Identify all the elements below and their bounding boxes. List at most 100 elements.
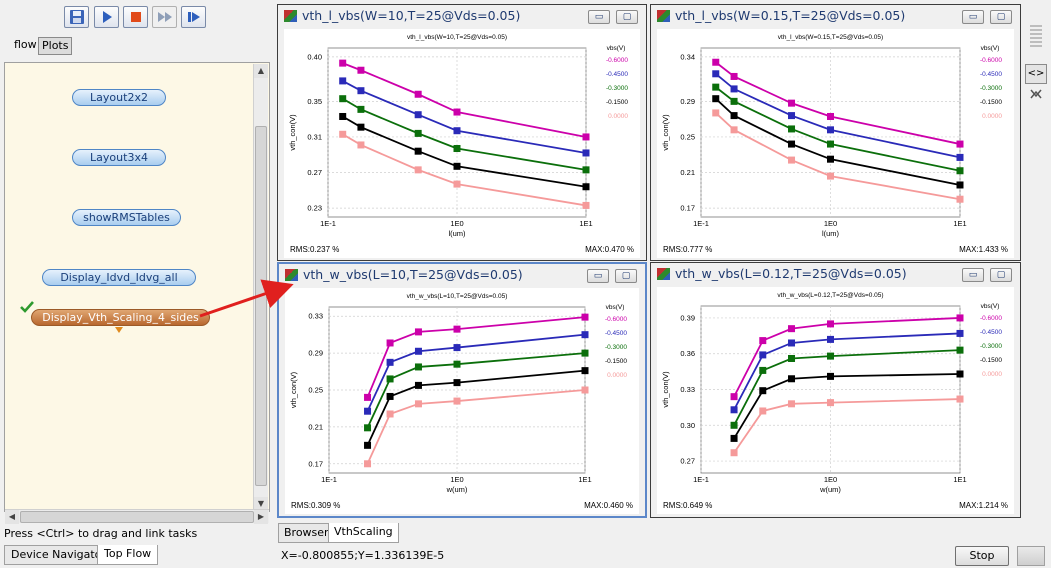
legend-entry: -0.1500 [980, 99, 1002, 106]
legend-entry: -0.3000 [980, 343, 1002, 350]
save-button[interactable] [64, 6, 89, 28]
chart-area[interactable]: vth_l_vbs(W=10,T=25@Vds=0.05) 0.23 0.27 0.3… [284, 29, 640, 258]
data-point [581, 349, 589, 357]
data-point [581, 367, 589, 375]
legend-title: vbs(V) [606, 304, 625, 311]
maximize-button[interactable]: ▢ [616, 10, 638, 24]
max-value: MAX:1.433 % [959, 245, 1008, 254]
y-axis-label: vth_con(V) [661, 371, 670, 408]
scroll-right-icon[interactable]: ▶ [254, 510, 268, 524]
data-point [730, 393, 738, 401]
x-axis-label: l(um) [822, 229, 840, 238]
plot-window-2[interactable]: vth_l_vbs(W=0.15,T=25@Vds=0.05) ▭ ▢ vth_l… [650, 4, 1021, 261]
flow-panel: flow Plots Layout2x2 Layout3x4 showRMSTa… [0, 0, 272, 568]
data-point [581, 313, 589, 321]
legend-title: vbs(V) [607, 45, 626, 52]
window-title-bar[interactable]: vth_l_vbs(W=10,T=25@Vds=0.05) ▭ ▢ [278, 5, 646, 27]
stop-button-bottom[interactable]: Stop [955, 546, 1009, 566]
series-line [342, 62, 587, 138]
y-tick-label: 0.29 [308, 349, 323, 358]
scroll-down-icon[interactable]: ▼ [254, 497, 268, 511]
series-line [733, 373, 961, 439]
x-axis-label: w(um) [819, 485, 841, 494]
chart-title: vth_l_vbs(W=0.15,T=25@Vds=0.05) [778, 34, 883, 41]
y-tick-label: 0.40 [307, 52, 322, 61]
tab-device-navigator[interactable]: Device Navigator [4, 545, 113, 565]
fast-forward-button[interactable] [152, 6, 177, 28]
horizontal-scrollbar[interactable]: ◀ ▶ [5, 509, 269, 524]
window-title-bar[interactable]: vth_w_vbs(L=0.12,T=25@Vds=0.05) ▭ ▢ [651, 263, 1020, 285]
scroll-thumb[interactable] [255, 126, 267, 486]
data-point [956, 370, 964, 378]
window-title-bar[interactable]: vth_w_vbs(L=10,T=25@Vds=0.05) ▭ ▢ [279, 264, 645, 286]
data-point [339, 77, 347, 85]
data-point [386, 410, 394, 418]
plot-window-4[interactable]: vth_w_vbs(L=0.12,T=25@Vds=0.05) ▭ ▢ vth_w… [650, 262, 1021, 518]
data-point [730, 85, 738, 93]
tab-top-flow[interactable]: Top Flow [97, 545, 159, 565]
tab-browser[interactable]: Browser [278, 523, 335, 543]
chart-area[interactable]: vth_l_vbs(W=0.15,T=25@Vds=0.05) 0.17 0.21 0… [657, 29, 1014, 258]
tab-flow[interactable]: flow [14, 38, 37, 51]
chevron-down-icon[interactable] [1029, 86, 1043, 100]
legend-entry: -0.6000 [605, 316, 627, 323]
scroll-up-icon[interactable]: ▲ [254, 64, 268, 78]
grip-icon[interactable] [1029, 22, 1043, 58]
stop-button[interactable] [123, 6, 148, 28]
rms-value: RMS:0.649 % [663, 501, 712, 510]
data-point [956, 153, 964, 161]
vertical-scrollbar[interactable]: ▲ ▼ [253, 64, 268, 511]
x-tick-label: 1E1 [953, 475, 966, 484]
data-point [730, 112, 738, 120]
flow-node-showrmstables[interactable]: showRMSTables [72, 209, 181, 226]
y-tick-label: 0.33 [308, 312, 323, 321]
legend-entry: -0.4500 [605, 330, 627, 337]
step-button[interactable] [181, 6, 206, 28]
scroll-left-icon[interactable]: ◀ [5, 510, 19, 524]
data-point [730, 449, 738, 457]
flow-node-display-vth-scaling-4-sides[interactable]: Display_Vth_Scaling_4_sides [31, 309, 210, 326]
flow-canvas[interactable]: Layout2x2 Layout3x4 showRMSTables Displa… [4, 62, 270, 512]
legend-entry: -0.1500 [606, 99, 628, 106]
data-point [414, 147, 422, 155]
play-icon [102, 11, 112, 23]
legend-entry: -0.3000 [605, 344, 627, 351]
data-point [759, 337, 767, 345]
flow-node-display-idvd-idvg-all[interactable]: Display_Idvd_Idvg_all [42, 269, 196, 286]
maximize-button[interactable]: ▢ [615, 269, 637, 283]
plot-window-3[interactable]: vth_w_vbs(L=10,T=25@Vds=0.05) ▭ ▢ vth_w_v… [277, 262, 647, 518]
tab-plots[interactable]: Plots [38, 37, 73, 55]
minimize-button[interactable]: ▭ [587, 269, 609, 283]
legend-entry: -0.3000 [606, 85, 628, 92]
data-point [453, 397, 461, 405]
plot-window-1[interactable]: vth_l_vbs(W=10,T=25@Vds=0.05) ▭ ▢ vth_l_v… [277, 4, 647, 261]
maximize-button[interactable]: ▢ [990, 10, 1012, 24]
minimize-button[interactable]: ▭ [962, 268, 984, 282]
minimize-button[interactable]: ▭ [588, 10, 610, 24]
collapse-button[interactable]: <> [1025, 64, 1047, 84]
chart-area[interactable]: vth_w_vbs(L=0.12,T=25@Vds=0.05) 0.27 0.30 0… [657, 287, 1014, 514]
chevron-up-icon[interactable] [1029, 88, 1043, 102]
data-point [582, 149, 590, 157]
flow-node-layout2x2[interactable]: Layout2x2 [72, 89, 166, 106]
chart-svg-4: vth_w_vbs(L=0.12,T=25@Vds=0.05) 0.27 0.30 0… [661, 292, 1008, 510]
chart-title: vth_w_vbs(L=10,T=25@Vds=0.05) [407, 293, 508, 300]
series-line [733, 332, 961, 411]
minimize-button[interactable]: ▭ [962, 10, 984, 24]
series-line [366, 352, 586, 429]
run-button[interactable] [94, 6, 119, 28]
chart-area[interactable]: vth_w_vbs(L=10,T=25@Vds=0.05) 0.17 0.21 0.2… [285, 288, 639, 514]
data-point [386, 392, 394, 400]
data-point [414, 363, 422, 371]
window-title-bar[interactable]: vth_l_vbs(W=0.15,T=25@Vds=0.05) ▭ ▢ [651, 5, 1020, 27]
max-value: MAX:1.214 % [959, 501, 1008, 510]
rms-value: RMS:0.237 % [290, 245, 339, 254]
data-point [730, 421, 738, 429]
maximize-button[interactable]: ▢ [990, 268, 1012, 282]
data-point [414, 166, 422, 174]
scroll-thumb-h[interactable] [20, 511, 254, 523]
data-point [357, 141, 365, 149]
flow-node-layout3x4[interactable]: Layout3x4 [72, 149, 166, 166]
tab-vthscaling[interactable]: VthScaling [328, 523, 399, 543]
data-point [453, 360, 461, 368]
